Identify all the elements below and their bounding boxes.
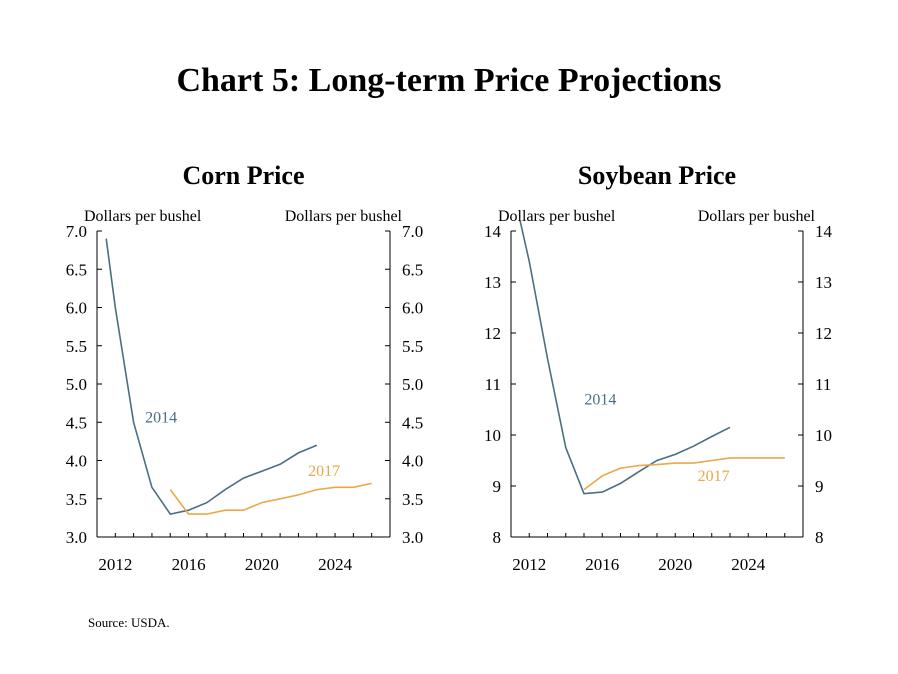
y-tick-label-right: 7.0: [402, 222, 423, 241]
y-tick-label-right: 13: [815, 273, 832, 292]
x-tick-label: 2012: [98, 555, 132, 574]
y-tick-label-right: 10: [815, 426, 832, 445]
y-tick-label-left: 3.0: [66, 528, 87, 547]
series-label-2014: 2014: [145, 409, 177, 426]
series-line-2017: [169, 482, 372, 515]
y-tick-label-left: 4.5: [66, 413, 87, 432]
y-tick-label-right: 5.0: [402, 375, 423, 394]
source-note: Source: USDA.: [88, 615, 170, 630]
x-tick-label: 2020: [658, 555, 692, 574]
x-tick-label: 2020: [245, 555, 279, 574]
y-tick-label-right: 4.5: [402, 413, 423, 432]
x-tick-label: 2024: [731, 555, 766, 574]
y-axis-unit-left: Dollars per bushel: [84, 208, 202, 225]
y-tick-label-right: 3.0: [402, 528, 423, 547]
y-axis-unit-left: Dollars per bushel: [498, 208, 616, 225]
y-tick-label-left: 11: [485, 375, 501, 394]
y-tick-label-left: 14: [484, 222, 502, 241]
series-label-2017: 2017: [698, 468, 730, 485]
chart-panel-1: Corn Price Dollars per bushel Dollars per …: [66, 161, 424, 574]
y-tick-label-right: 6.5: [402, 260, 423, 279]
y-tick-label-left: 9: [493, 477, 502, 496]
page-title: Chart 5: Long-term Price Projections: [176, 62, 722, 99]
y-tick-label-left: 5.0: [66, 375, 87, 394]
x-tick-label: 2012: [512, 555, 546, 574]
series-line-2014: [105, 238, 318, 515]
panel-title: Soybean Price: [578, 161, 736, 190]
series-label-2014: 2014: [584, 391, 616, 408]
series-label-2017: 2017: [308, 463, 340, 480]
y-tick-label-right: 11: [815, 375, 831, 394]
y-tick-label-left: 10: [484, 426, 501, 445]
x-tick-label: 2016: [585, 555, 619, 574]
y-axis-unit-right: Dollars per bushel: [698, 208, 816, 225]
x-tick-label: 2024: [318, 555, 353, 574]
y-tick-label-right: 9: [815, 477, 824, 496]
y-tick-label-left: 4.0: [66, 452, 87, 471]
y-tick-label-left: 8: [493, 528, 502, 547]
chart-panel-2: Soybean Price Dollars per bushel Dollars p…: [484, 161, 833, 574]
series-line-2017: [583, 457, 785, 491]
y-tick-label-right: 4.0: [402, 452, 423, 471]
y-tick-label-left: 6.0: [66, 299, 87, 318]
series-line-2014: [519, 220, 731, 495]
y-tick-label-right: 3.5: [402, 490, 423, 509]
y-tick-label-right: 12: [815, 324, 832, 343]
y-tick-label-left: 13: [484, 273, 501, 292]
y-tick-label-left: 7.0: [66, 222, 87, 241]
y-tick-label-left: 6.5: [66, 260, 87, 279]
y-tick-label-right: 5.5: [402, 337, 423, 356]
y-tick-label-right: 6.0: [402, 299, 423, 318]
panel-title: Corn Price: [182, 161, 304, 190]
y-tick-label-left: 12: [484, 324, 501, 343]
x-tick-label: 2016: [172, 555, 206, 574]
y-tick-label-left: 5.5: [66, 337, 87, 356]
y-tick-label-right: 8: [815, 528, 824, 547]
y-tick-label-left: 3.5: [66, 490, 87, 509]
y-axis-unit-right: Dollars per bushel: [285, 208, 403, 225]
y-tick-label-right: 14: [815, 222, 833, 241]
